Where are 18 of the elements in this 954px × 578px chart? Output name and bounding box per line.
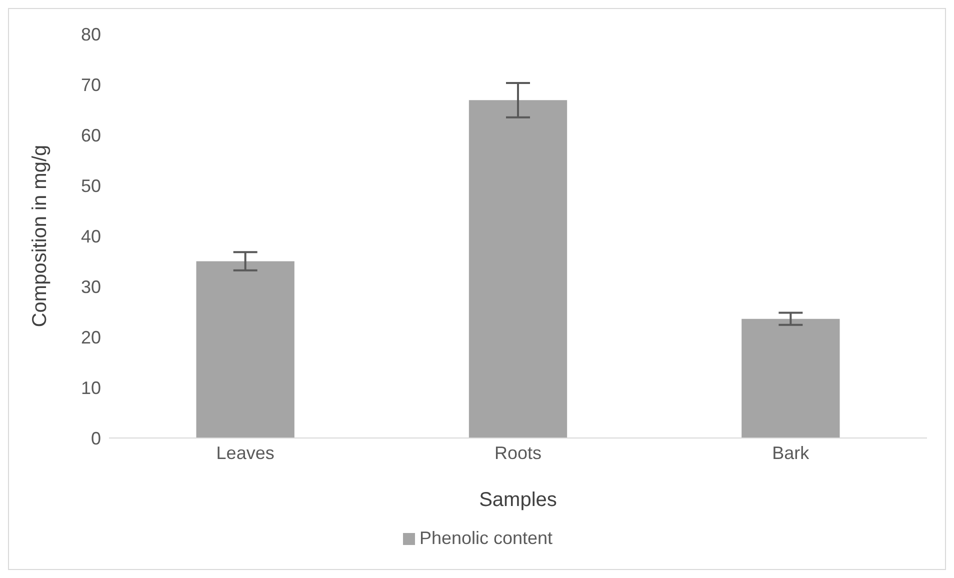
y-tick-label: 80 <box>80 24 101 44</box>
y-tick-label: 0 <box>90 428 101 448</box>
x-tick-label: Leaves <box>216 442 274 463</box>
bar <box>468 100 568 438</box>
y-tick-label: 60 <box>80 125 101 146</box>
y-tick-label: 30 <box>80 276 101 297</box>
y-tick-label: 20 <box>80 327 101 348</box>
x-tick-label: Roots <box>494 442 542 463</box>
y-tick-label: 50 <box>80 176 101 196</box>
y-tick-label: 10 <box>80 378 101 398</box>
y-tick-label: 40 <box>80 226 101 246</box>
bar <box>196 261 294 438</box>
x-tick-label: Bark <box>772 442 810 463</box>
bar <box>742 318 840 438</box>
legend-label: Phenolic content <box>419 528 553 548</box>
y-tick-label: 70 <box>80 74 101 95</box>
x-axis-title: Samples <box>479 489 557 511</box>
y-axis-title: Composition in mg/g <box>29 144 52 328</box>
